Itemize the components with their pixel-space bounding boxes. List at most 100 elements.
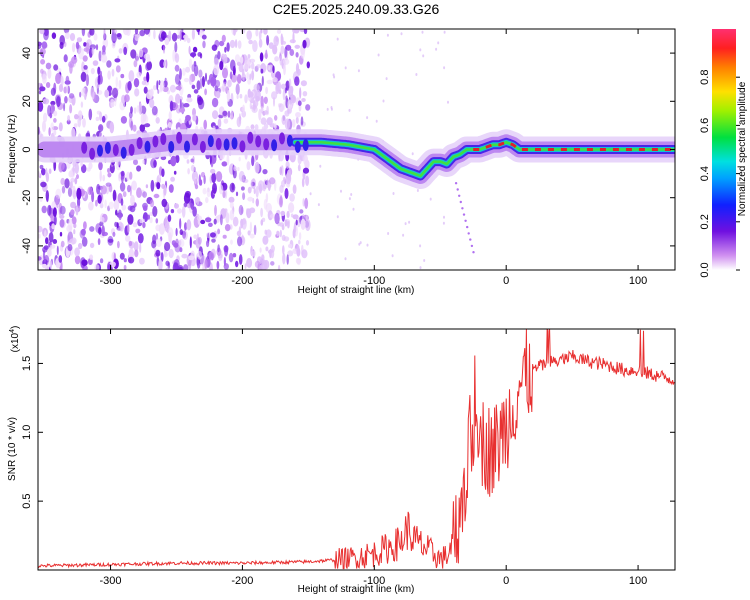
noise-blob (183, 103, 190, 108)
noise-blob (155, 218, 159, 224)
noise-blob (435, 47, 438, 51)
noise-blob (283, 63, 286, 76)
snr-ticks: -300 -200 -100 0 100 0.5 1.0 1.5 (21, 329, 675, 587)
noise-blob (69, 93, 75, 99)
noise-blob (184, 190, 191, 198)
noise-blob (288, 78, 292, 89)
noise-blob (94, 264, 100, 270)
y-tick-label: 0 (21, 146, 33, 152)
y-tick-label: -40 (21, 238, 33, 254)
noise-blob (296, 244, 300, 255)
noise-blob (74, 255, 81, 265)
spray-dot (464, 219, 467, 222)
noise-blob (49, 244, 56, 249)
noise-blob (147, 214, 150, 220)
noise-blob (253, 224, 257, 236)
noise-blob (104, 199, 107, 209)
noise-blob (125, 235, 131, 242)
noise-blob (118, 172, 122, 182)
noise-blob (60, 177, 65, 186)
noise-blob (169, 84, 176, 93)
noise-blob (188, 58, 193, 69)
noise-blob (292, 29, 297, 34)
noise-blob (168, 30, 172, 42)
noise-blob (139, 257, 145, 265)
noise-blob (167, 214, 172, 222)
noise-blob (187, 168, 190, 175)
noise-blob (254, 260, 261, 268)
noise-blob (213, 218, 217, 225)
noise-blob (90, 67, 95, 75)
noise-blob (59, 35, 65, 46)
noise-blob (271, 71, 276, 79)
noise-blob (38, 90, 42, 95)
noise-blob (115, 65, 121, 73)
noise-blob (296, 258, 301, 266)
noise-blob (42, 263, 47, 269)
x-tick-label: -100 (363, 575, 385, 587)
noise-blob (285, 161, 290, 169)
noise-blob (60, 240, 65, 248)
noise-blob (75, 205, 79, 216)
noise-blob (249, 58, 256, 63)
noise-blob (391, 254, 394, 258)
noise-blob (63, 54, 68, 63)
x-tick-label: 100 (629, 575, 647, 587)
noise-blob (136, 71, 142, 78)
noise-blob (155, 249, 161, 257)
noise-blob (234, 54, 241, 63)
noise-blob (69, 33, 76, 41)
spray-dot (458, 194, 461, 197)
noise-blob (153, 29, 156, 40)
noise-blob (258, 38, 263, 48)
noise-blob (119, 222, 124, 232)
noise-blob (126, 29, 131, 36)
noise-blob (237, 167, 240, 171)
noise-blob (416, 189, 419, 192)
noise-blob (305, 240, 310, 246)
noise-blob (39, 164, 44, 170)
noise-blob (120, 198, 124, 206)
noise-blob (177, 34, 180, 39)
noise-blob (223, 118, 229, 124)
spray-dot (470, 244, 474, 248)
noise-blob (99, 216, 105, 223)
noise-blob (247, 186, 252, 194)
noise-blob (302, 167, 310, 174)
noise-blob (133, 159, 138, 166)
noise-blob (358, 242, 361, 246)
noise-blob (142, 222, 146, 229)
noise-blob (330, 107, 333, 111)
noise-blob (119, 182, 126, 192)
noise-blob (265, 86, 268, 95)
noise-blob (266, 35, 270, 46)
noise-blob (301, 177, 305, 188)
noise-blob (240, 218, 247, 225)
noise-blob (294, 44, 301, 49)
noise-blob (155, 233, 159, 240)
noise-blob (200, 219, 206, 225)
noise-blob (171, 32, 178, 42)
noise-blob (116, 33, 122, 38)
noise-blob (97, 74, 101, 86)
noise-blob (251, 70, 255, 81)
noise-blob (265, 246, 269, 252)
snr-series-line (38, 329, 675, 570)
noise-blob (58, 255, 63, 263)
noise-blob (282, 58, 290, 65)
noise-blob (171, 240, 176, 246)
noise-blob (386, 33, 389, 37)
noise-blob (419, 48, 422, 52)
noise-blob (170, 155, 177, 167)
noise-blob (274, 56, 279, 62)
noise-blob (188, 45, 191, 55)
noise-blob (136, 165, 142, 172)
ridge-blob (81, 141, 88, 154)
ridge-blob (136, 137, 143, 150)
noise-blob (64, 32, 70, 40)
noise-blob (174, 73, 181, 85)
noise-blob (210, 168, 216, 174)
spectrogram-x-label: Height of straight line (km) (298, 285, 415, 296)
noise-blob (344, 66, 347, 70)
noise-blob (186, 37, 191, 44)
